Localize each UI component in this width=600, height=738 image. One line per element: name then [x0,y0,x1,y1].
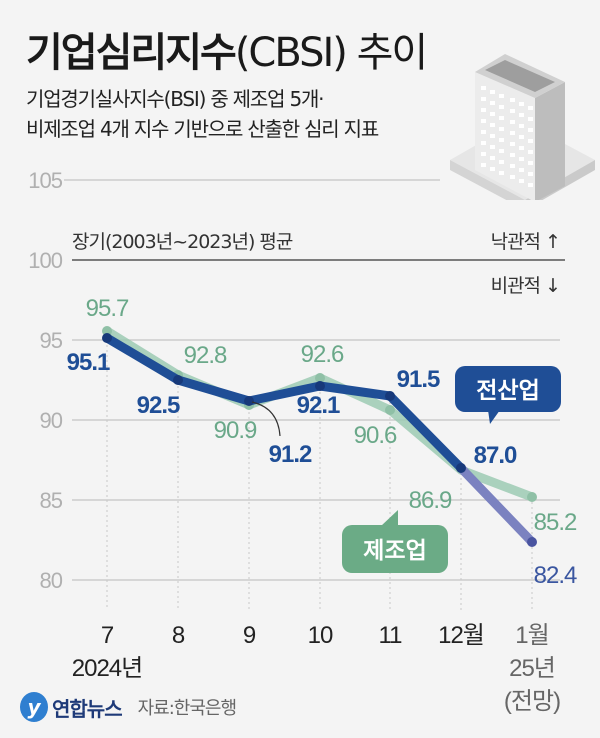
leader-line [251,401,281,437]
title-bold: 기업심리지수 [26,30,237,76]
building-icon [450,54,595,200]
mfg-value-1: 85.2 [534,509,577,536]
all-industry-badge: 전산업 [455,366,561,424]
mfg-value-10: 92.6 [301,341,344,368]
y-tick-100: 100 [28,248,62,273]
mfg-value-8: 92.8 [184,342,227,369]
all-industry-forecast-line [456,463,537,547]
chart-title: 기업심리지수(CBSI) 추이 [26,20,428,78]
subtitle-line-2: 비제조업 4개 지수 기반으로 산출한 심리 지표 [26,117,379,141]
x-label-9: 9 [243,622,256,649]
x-label-7: 7 [101,622,114,649]
x-year-2024: 2024년 [72,655,142,682]
y-tick-105: 105 [28,168,62,193]
yonhap-logo-text: 연합뉴스 [52,696,123,721]
x-label-8: 8 [172,622,185,649]
svg-text:제조업: 제조업 [363,538,426,564]
all-industry-series-line [102,333,466,473]
y-tick-95: 95 [40,328,63,353]
all-value-7: 95.1 [67,349,110,376]
x-label-1: 1월 [515,622,548,649]
mfg-value-7: 95.7 [86,295,129,322]
optimistic-label: 낙관적 ↑ [491,231,560,253]
y-tick-85: 85 [40,488,63,513]
svg-text:전산업: 전산업 [476,378,539,404]
long-term-average-label: 장기(2003년~2023년) 평균 [72,231,293,253]
all-value-12: 87.0 [474,442,517,469]
yonhap-logo-icon: y [20,692,48,722]
chart-subtitle: 기업경기실사지수(BSI) 중 제조업 5개· 비제조업 4개 지수 기반으로 … [26,84,379,144]
subtitle-line-1: 기업경기실사지수(BSI) 중 제조업 5개· [26,87,325,111]
y-tick-80: 80 [40,568,63,593]
x-label-10: 10 [308,622,333,649]
y-tick-90: 90 [40,408,63,433]
manufacturing-badge: 제조업 [342,510,448,573]
mfg-value-9: 90.9 [214,417,257,444]
x-forecast-label: (전망) [504,688,560,715]
all-value-11: 91.5 [397,366,440,393]
title-light: (CBSI) 추이 [234,30,428,76]
x-label-11: 11 [379,622,403,649]
all-value-9: 91.2 [269,441,312,468]
mfg-value-12: 86.9 [409,487,452,514]
x-label-12: 12월 [438,622,484,649]
x-year-2025: 25년 [509,655,555,682]
pessimistic-label: 비관적 ↓ [491,275,560,297]
all-value-1: 82.4 [534,562,577,589]
mfg-value-11: 90.6 [354,422,397,449]
footer: y 연합뉴스 자료:한국은행 [20,692,237,722]
source-label: 자료:한국은행 [137,698,237,719]
all-value-8: 92.5 [137,392,180,419]
all-value-10: 92.1 [297,392,340,419]
